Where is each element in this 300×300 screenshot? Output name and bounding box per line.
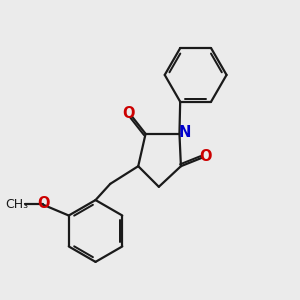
Text: CH₃: CH₃ — [5, 198, 28, 211]
Text: O: O — [122, 106, 135, 121]
Text: N: N — [178, 125, 190, 140]
Text: O: O — [38, 196, 50, 211]
Text: O: O — [200, 149, 212, 164]
